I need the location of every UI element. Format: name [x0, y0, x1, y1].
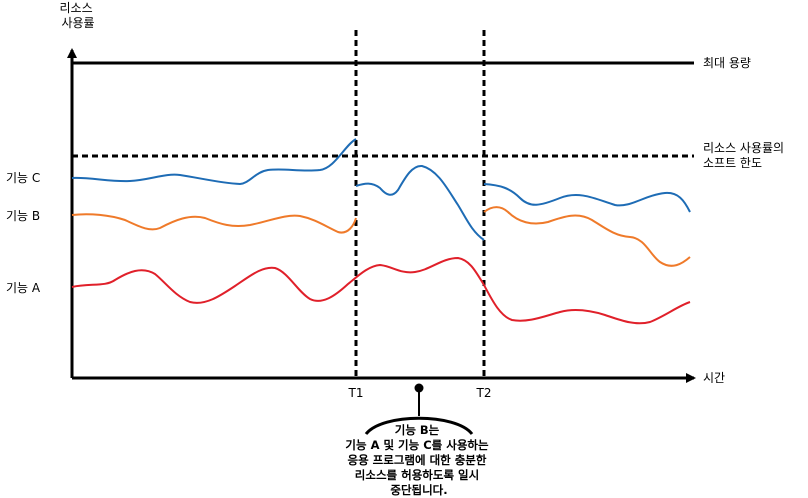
callout-line-4: 리소스를 허용하도록 일시 — [355, 468, 479, 482]
callout-line-3: 응용 프로그램에 대한 충분한 — [348, 453, 487, 467]
callout-line-1: 기능 B는 — [395, 423, 440, 437]
feature-c-curve-segment-2 — [355, 164, 485, 241]
x-axis-label: 시간 — [703, 371, 725, 385]
soft-limit-label: 리소스 사용률의 소프트 한도 — [703, 141, 788, 170]
callout-pointer-dot — [414, 383, 424, 393]
feature-a-label: 기능 A — [6, 281, 41, 295]
max-capacity-label: 최대 용량 — [703, 56, 751, 70]
feature-c-curve-segment-1 — [71, 138, 357, 186]
callout-bracket — [364, 416, 474, 436]
y-axis-label-line-1: 리소스 — [60, 1, 93, 15]
y-axis-label-line-2: 사용률 — [61, 16, 94, 30]
feature-b-curve-segment-2 — [483, 206, 691, 267]
feature-a-curve-segment-1 — [71, 256, 485, 304]
feature-b-label: 기능 B — [6, 209, 40, 223]
callout-line-5: 중단됩니다. — [390, 483, 447, 497]
soft-limit-label-line-2: 소프트 한도 — [703, 156, 762, 170]
callout-text: 기능 B는 기능 A 및 기능 C를 사용하는 응용 프로그램에 대한 충분한 … — [345, 423, 492, 497]
feature-a-curve-segment-2 — [483, 284, 691, 325]
t2-label: T2 — [476, 386, 492, 400]
feature-c-label: 기능 C — [6, 171, 40, 185]
y-axis-label: 리소스 사용률 — [60, 1, 97, 30]
feature-b-curve-segment-1 — [71, 213, 357, 234]
feature-c-curve-segment-3 — [483, 183, 691, 213]
soft-limit-label-line-1: 리소스 사용률의 — [703, 141, 784, 155]
callout-line-2: 기능 A 및 기능 C를 사용하는 — [345, 438, 489, 452]
t1-label: T1 — [348, 386, 364, 400]
